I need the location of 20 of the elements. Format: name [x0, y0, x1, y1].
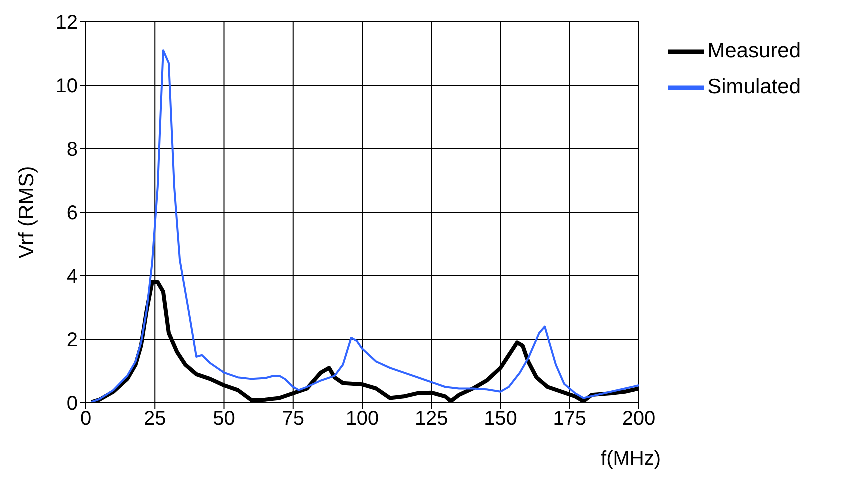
x-tick-label: 200 — [622, 408, 656, 430]
legend-label: Measured — [708, 40, 801, 63]
x-tick-label: 150 — [484, 408, 518, 430]
y-tick-label: 10 — [56, 76, 78, 98]
x-tick-label: 75 — [282, 408, 304, 430]
legend-label: Simulated — [708, 76, 801, 99]
y-tick-label: 6 — [66, 202, 78, 225]
x-axis-title: f(MHz) — [601, 448, 661, 470]
x-tick-label: 100 — [346, 408, 380, 430]
y-tick-label: 8 — [66, 139, 78, 162]
y-tick-label: 4 — [66, 266, 78, 288]
x-tick-label: 25 — [144, 408, 166, 430]
x-tick-label: 50 — [213, 408, 236, 430]
y-axis-title: Vrf (RMS) — [15, 166, 38, 259]
y-tick-label: 12 — [56, 12, 78, 34]
x-tick-label: 175 — [553, 408, 587, 430]
line-series — [90, 50, 639, 403]
y-tick-label: 0 — [66, 393, 78, 416]
x-tick-label: 125 — [414, 408, 448, 430]
y-tick-label: 2 — [66, 330, 78, 352]
